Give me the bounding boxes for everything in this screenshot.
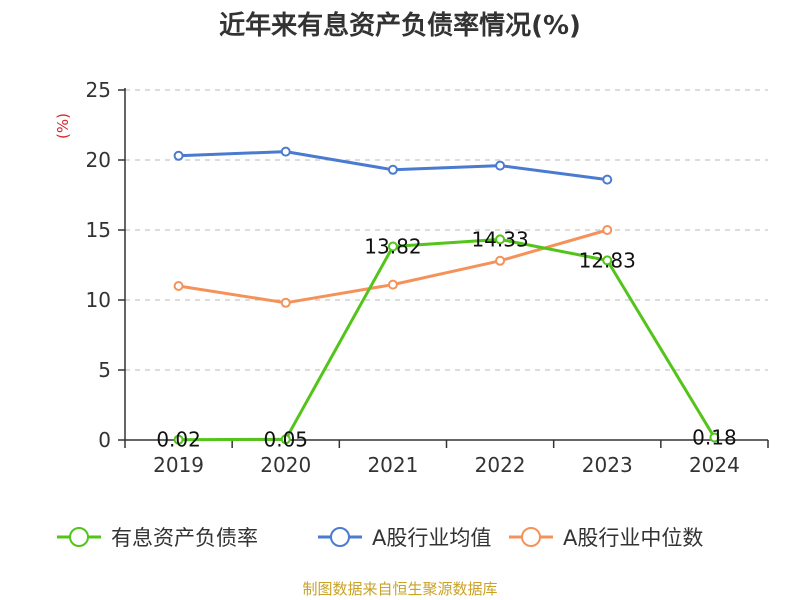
data-point bbox=[602, 255, 613, 266]
data-point bbox=[387, 241, 398, 252]
data-point bbox=[387, 164, 398, 175]
data-label: 12.83 bbox=[579, 248, 636, 272]
series-line-0 bbox=[178, 237, 716, 442]
source-note: 制图数据来自恒生聚源数据库 bbox=[302, 580, 497, 598]
y-tick-label: 10 bbox=[86, 288, 111, 312]
legend-label: 有息资产负债率 bbox=[111, 526, 258, 550]
data-label: 0.02 bbox=[156, 428, 201, 452]
y-tick-label: 0 bbox=[98, 428, 111, 452]
legend-marker bbox=[69, 527, 89, 547]
y-tick-label: 25 bbox=[86, 78, 111, 102]
y-axis-unit-label: (%) bbox=[54, 113, 72, 139]
y-tick-label: 5 bbox=[98, 358, 111, 382]
legend-label: A股行业中位数 bbox=[563, 526, 703, 550]
data-point bbox=[280, 146, 291, 157]
data-point bbox=[602, 174, 613, 185]
legend-marker bbox=[330, 527, 350, 547]
data-label: 0.18 bbox=[692, 425, 737, 449]
x-axis-ticks: 2019 2020 2021 2022 2023 2024 bbox=[124, 440, 769, 477]
y-axis-ticks: 0 5 10 15 20 25 bbox=[86, 78, 125, 452]
x-tick-label: 2020 bbox=[260, 453, 311, 477]
chart-title: 近年来有息资产负债率情况(%) bbox=[219, 10, 581, 41]
data-point bbox=[495, 234, 506, 245]
data-label: 13.82 bbox=[364, 235, 421, 259]
data-labels: 0.02 0.05 13.82 14.33 12.83 0.18 bbox=[156, 227, 736, 451]
data-label: 14.33 bbox=[471, 227, 528, 251]
y-tick-label: 15 bbox=[86, 218, 111, 242]
legend-marker bbox=[521, 527, 541, 547]
x-tick-label: 2023 bbox=[582, 453, 633, 477]
data-point bbox=[387, 279, 398, 290]
data-point bbox=[495, 255, 506, 266]
x-tick-label: 2019 bbox=[153, 453, 204, 477]
grid-lines bbox=[125, 89, 768, 371]
series-group bbox=[173, 146, 720, 445]
y-tick-label: 20 bbox=[86, 148, 111, 172]
data-point bbox=[602, 225, 613, 235]
data-point bbox=[709, 432, 720, 443]
data-point bbox=[280, 297, 291, 308]
axes bbox=[124, 88, 768, 441]
x-tick-label: 2021 bbox=[367, 453, 418, 477]
data-point bbox=[495, 160, 506, 171]
legend-label: A股行业均值 bbox=[372, 526, 491, 550]
data-point bbox=[280, 434, 291, 445]
x-tick-label: 2024 bbox=[689, 453, 740, 477]
data-point bbox=[173, 434, 184, 445]
data-point bbox=[173, 281, 184, 291]
data-point bbox=[173, 150, 184, 161]
legend: 有息资产负债率 A股行业均值 A股行业中位数 bbox=[57, 526, 703, 550]
x-tick-label: 2022 bbox=[475, 453, 526, 477]
data-label: 0.05 bbox=[263, 427, 308, 451]
